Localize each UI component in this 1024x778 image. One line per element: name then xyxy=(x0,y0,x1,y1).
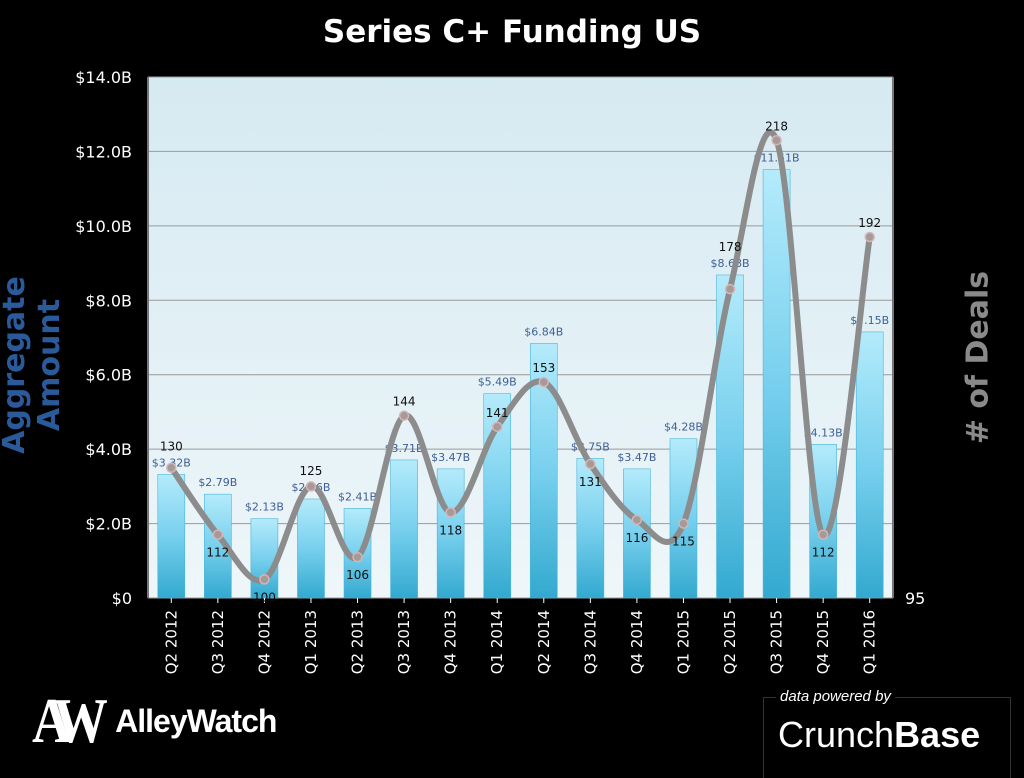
alleywatch-logo: AW AlleyWatch xyxy=(32,685,277,756)
bar xyxy=(436,468,465,599)
x-tick-label: Q3 2012 xyxy=(209,610,227,674)
x-tick-label: Q3 2013 xyxy=(395,610,413,674)
crunchbase-name: CrunchBase xyxy=(778,714,980,756)
bar-value-label: $6.84B xyxy=(524,325,563,338)
x-tick-label: Q1 2014 xyxy=(488,610,506,674)
y-tick-label: $6.0B xyxy=(85,366,132,385)
y-tick-label: $2.0B xyxy=(85,515,132,534)
deals-point xyxy=(352,551,363,563)
deals-value-label: 178 xyxy=(719,240,742,254)
x-tick-label: Q1 2016 xyxy=(861,610,879,674)
deals-point xyxy=(491,421,503,433)
chart-plot: $0 $2.0B $4.0B $6.0B $8.0B $10.0B $12.0B $14.0B… xyxy=(75,68,925,674)
x-tick-label: Q4 2014 xyxy=(628,610,646,674)
x-tick-label: Q3 2015 xyxy=(768,610,786,674)
deals-point xyxy=(445,507,456,518)
bar-value-label: $2.41B xyxy=(338,490,377,503)
crunchbase-logo: data powered by CrunchBase xyxy=(763,688,1011,778)
deals-point xyxy=(398,410,410,421)
x-tick-label: Q2 2013 xyxy=(349,610,367,674)
bar-value-label: $4.28B xyxy=(664,421,703,434)
deals-point xyxy=(864,231,875,243)
deals-value-label: 100 xyxy=(253,590,276,604)
deals-point xyxy=(305,481,317,492)
bar xyxy=(762,169,791,599)
alleywatch-mark: AW xyxy=(32,685,108,756)
deals-point xyxy=(212,529,224,540)
y-tick-label: $4.0B xyxy=(85,440,132,459)
deals-value-label: 192 xyxy=(858,216,881,230)
deals-value-label: 141 xyxy=(486,406,509,420)
bar xyxy=(623,468,651,599)
bar-value-label: $8.68B xyxy=(711,257,750,270)
deals-value-label: 153 xyxy=(532,361,555,375)
deals-point xyxy=(631,514,643,526)
deals-point xyxy=(259,574,270,585)
x-tick-label: Q4 2012 xyxy=(255,610,273,674)
bar xyxy=(855,331,884,599)
deals-value-label: 115 xyxy=(672,535,695,549)
deals-value-label: 130 xyxy=(160,439,183,453)
x-tick-label: Q2 2014 xyxy=(535,610,553,674)
bar xyxy=(297,498,325,599)
chart-title: Series C+ Funding US xyxy=(322,14,702,50)
base-text: Base xyxy=(894,714,981,755)
bar-value-label: $3.47B xyxy=(431,451,470,464)
deals-value-label: 112 xyxy=(206,546,229,560)
deals-point xyxy=(538,376,550,388)
x-tick-label: Q4 2015 xyxy=(814,610,832,674)
crunch-text: Crunch xyxy=(778,714,895,755)
deals-value-label: 118 xyxy=(439,523,462,537)
x-tick-label: Q2 2015 xyxy=(721,610,739,674)
y2-tick-label: 95 xyxy=(905,589,925,608)
bar-value-label: $3.71B xyxy=(385,442,424,455)
bar xyxy=(250,518,279,599)
deals-point xyxy=(585,458,596,470)
deals-value-label: 116 xyxy=(625,531,648,545)
deals-value-label: 144 xyxy=(393,395,416,409)
y-tick-label: $12.0B xyxy=(75,142,132,161)
x-tick-label: Q4 2013 xyxy=(442,610,460,674)
deals-point xyxy=(166,462,177,473)
bar-value-label: $2.79B xyxy=(198,476,237,489)
powered-by-text: data powered by xyxy=(776,688,895,705)
x-tick-label: Q1 2013 xyxy=(302,610,320,674)
deals-value-label: 218 xyxy=(765,119,788,133)
x-tick-label: Q3 2014 xyxy=(581,610,599,674)
bar-value-label: $7.15B xyxy=(850,314,889,327)
deals-point xyxy=(817,529,829,540)
deals-point xyxy=(724,283,736,295)
deals-value-label: 131 xyxy=(579,475,602,489)
bar-value-label: $5.49B xyxy=(478,376,517,389)
bar xyxy=(157,474,186,599)
bar-value-label: $11.51B xyxy=(754,152,800,165)
x-tick-label: Q2 2012 xyxy=(162,610,180,674)
bar-value-label: $4.13B xyxy=(804,426,843,439)
deals-value-label: 112 xyxy=(812,546,835,560)
y-tick-label: $10.0B xyxy=(75,217,132,236)
y-tick-label: $0 xyxy=(112,589,132,608)
deals-value-label: 106 xyxy=(346,568,369,582)
bar-value-label: $3.47B xyxy=(617,451,656,464)
bar-value-label: $2.13B xyxy=(245,501,284,514)
bar xyxy=(390,459,418,599)
alleywatch-name: AlleyWatch xyxy=(115,702,277,739)
deals-point xyxy=(771,135,782,146)
deals-point xyxy=(678,518,689,529)
y-tick-label: $8.0B xyxy=(85,291,132,310)
x-tick-label: Q1 2015 xyxy=(674,610,692,674)
deals-value-label: 125 xyxy=(300,464,323,478)
y-tick-label: $14.0B xyxy=(75,68,132,87)
